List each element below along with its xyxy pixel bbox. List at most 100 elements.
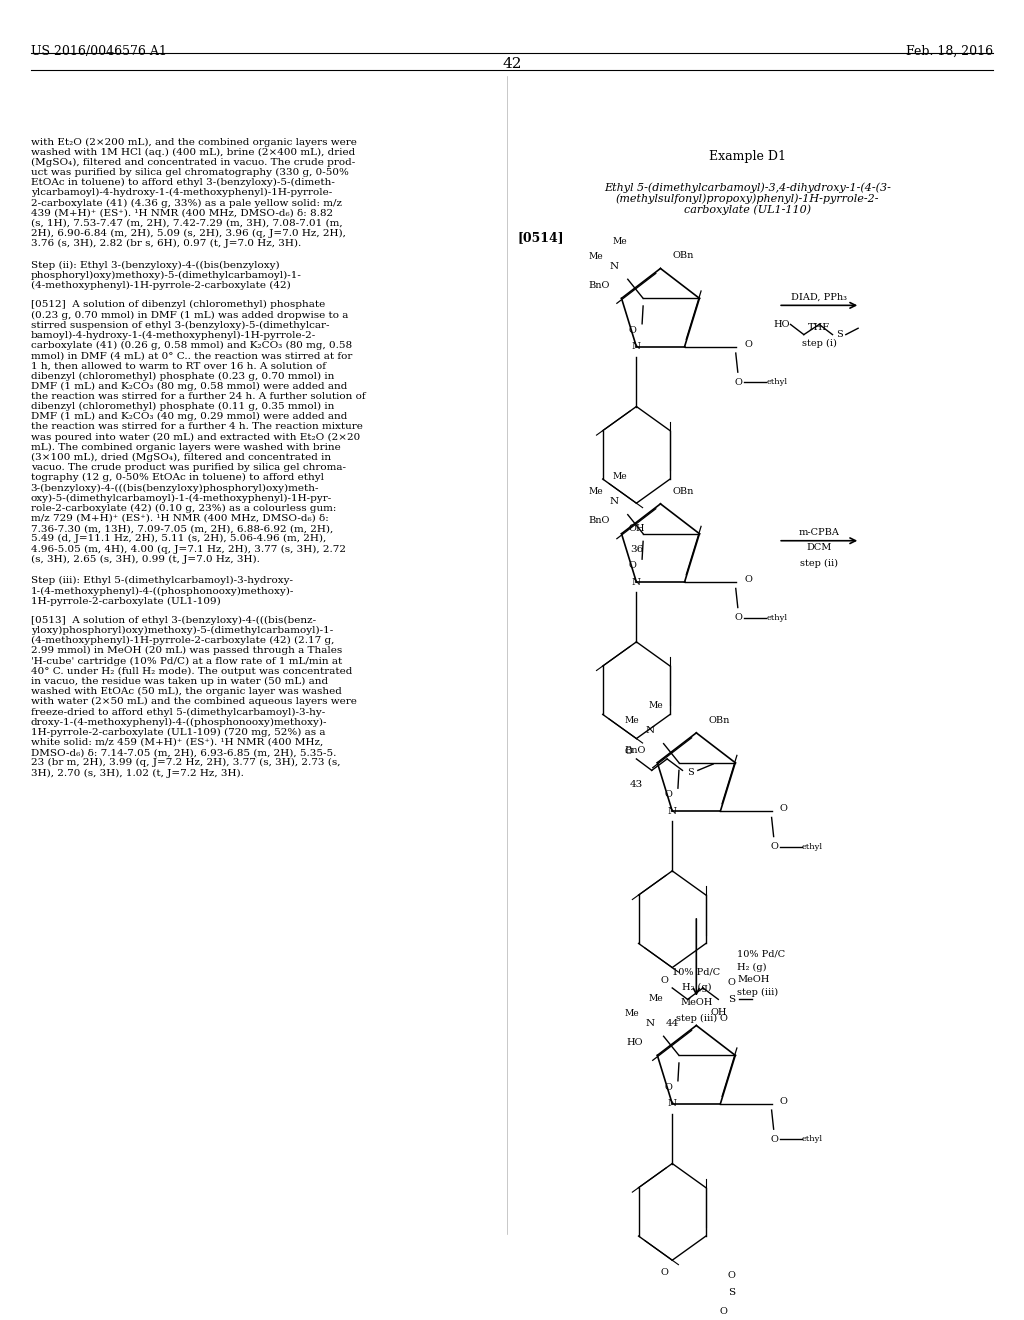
Text: O: O	[771, 842, 778, 851]
Text: N: N	[610, 498, 618, 507]
Text: ethyl: ethyl	[802, 1135, 823, 1143]
Text: O: O	[735, 378, 742, 387]
Text: N: N	[668, 1100, 677, 1109]
Text: DMSO-d₆) δ: 7.14-7.05 (m, 2H), 6.93-6.85 (m, 2H), 5.35-5.: DMSO-d₆) δ: 7.14-7.05 (m, 2H), 6.93-6.85…	[31, 748, 336, 758]
Text: O: O	[625, 747, 632, 756]
Text: O: O	[720, 1307, 727, 1316]
Text: ethyl: ethyl	[766, 614, 787, 622]
Text: step (iii): step (iii)	[737, 987, 778, 997]
Text: HO: HO	[773, 319, 790, 329]
Text: Me: Me	[612, 473, 627, 480]
Text: 7.36-7.30 (m, 13H), 7.09-7.05 (m, 2H), 6.88-6.92 (m, 2H),: 7.36-7.30 (m, 13H), 7.09-7.05 (m, 2H), 6…	[31, 524, 333, 533]
Text: stirred suspension of ethyl 3-(benzyloxy)-5-(dimethylcar-: stirred suspension of ethyl 3-(benzyloxy…	[31, 321, 330, 330]
Text: S: S	[728, 995, 735, 1005]
Text: O: O	[728, 1271, 735, 1280]
Text: BnO: BnO	[625, 746, 645, 755]
Text: HO: HO	[627, 1038, 643, 1047]
Text: 439 (M+H)⁺ (ES⁺). ¹H NMR (400 MHz, DMSO-d₆) δ: 8.82: 439 (M+H)⁺ (ES⁺). ¹H NMR (400 MHz, DMSO-…	[31, 209, 333, 218]
Text: O: O	[665, 791, 673, 799]
Text: N: N	[668, 807, 677, 816]
Text: OBn: OBn	[673, 487, 693, 495]
Text: (methylsulfonyl)propoxy)phenyl)-1H-pyrrole-2-: (methylsulfonyl)propoxy)phenyl)-1H-pyrro…	[615, 194, 880, 205]
Text: US 2016/0046576 A1: US 2016/0046576 A1	[31, 45, 167, 58]
Text: with water (2×50 mL) and the combined aqueous layers were: with water (2×50 mL) and the combined aq…	[31, 697, 356, 706]
Text: m/z 729 (M+H)⁺ (ES⁺). ¹H NMR (400 MHz, DMSO-d₆) δ:: m/z 729 (M+H)⁺ (ES⁺). ¹H NMR (400 MHz, D…	[31, 513, 329, 523]
Text: dibenzyl (chloromethyl) phosphate (0.11 g, 0.35 mmol) in: dibenzyl (chloromethyl) phosphate (0.11 …	[31, 403, 334, 411]
Text: BnO: BnO	[589, 516, 609, 525]
Text: 3-(benzyloxy)-4-(((bis(benzyloxy)phosphoryl)oxy)meth-: 3-(benzyloxy)-4-(((bis(benzyloxy)phospho…	[31, 483, 319, 492]
Text: S: S	[687, 768, 694, 777]
Text: 3H), 2.70 (s, 3H), 1.02 (t, J=7.2 Hz, 3H).: 3H), 2.70 (s, 3H), 1.02 (t, J=7.2 Hz, 3H…	[31, 768, 244, 777]
Text: 1 h, then allowed to warm to RT over 16 h. A solution of: 1 h, then allowed to warm to RT over 16 …	[31, 362, 326, 371]
Text: ethyl: ethyl	[802, 842, 823, 850]
Text: 42: 42	[502, 57, 522, 71]
Text: Me: Me	[589, 487, 603, 496]
Text: Ethyl 5-(dimethylcarbamoyl)-3,4-dihydroxy-1-(4-(3-: Ethyl 5-(dimethylcarbamoyl)-3,4-dihydrox…	[604, 182, 891, 193]
Text: Me: Me	[612, 236, 627, 246]
Text: freeze-dried to afford ethyl 5-(dimethylcarbamoyl)-3-hy-: freeze-dried to afford ethyl 5-(dimethyl…	[31, 708, 325, 717]
Text: (4-methoxyphenyl)-1H-pyrrole-2-carboxylate (42): (4-methoxyphenyl)-1H-pyrrole-2-carboxyla…	[31, 281, 291, 290]
Text: MeOH: MeOH	[680, 998, 713, 1007]
Text: 1H-pyrrole-2-carboxylate (UL1-109): 1H-pyrrole-2-carboxylate (UL1-109)	[31, 597, 220, 606]
Text: uct was purified by silica gel chromatography (330 g, 0-50%: uct was purified by silica gel chromatog…	[31, 168, 348, 177]
Text: DCM: DCM	[807, 544, 831, 552]
Text: N: N	[646, 1019, 654, 1028]
Text: the reaction was stirred for a further 4 h. The reaction mixture: the reaction was stirred for a further 4…	[31, 422, 362, 432]
Text: O: O	[629, 561, 637, 570]
Text: 36: 36	[630, 545, 643, 553]
Text: OH: OH	[628, 524, 645, 533]
Text: 2-carboxylate (41) (4.36 g, 33%) as a pale yellow solid: m/z: 2-carboxylate (41) (4.36 g, 33%) as a pa…	[31, 198, 342, 207]
Text: Me: Me	[625, 717, 639, 725]
Text: m-CPBA: m-CPBA	[799, 528, 840, 537]
Text: tography (12 g, 0-50% EtOAc in toluene) to afford ethyl: tography (12 g, 0-50% EtOAc in toluene) …	[31, 474, 324, 482]
Text: step (iii): step (iii)	[676, 1014, 717, 1023]
Text: phosphoryl)oxy)methoxy)-5-(dimethylcarbamoyl)-1-: phosphoryl)oxy)methoxy)-5-(dimethylcarba…	[31, 271, 302, 280]
Text: O: O	[629, 326, 637, 335]
Text: Step (iii): Ethyl 5-(dimethylcarbamoyl)-3-hydroxy-: Step (iii): Ethyl 5-(dimethylcarbamoyl)-…	[31, 577, 293, 586]
Text: the reaction was stirred for a further 24 h. A further solution of: the reaction was stirred for a further 2…	[31, 392, 366, 401]
Text: O: O	[744, 339, 752, 348]
Text: ethyl: ethyl	[766, 379, 787, 387]
Text: Feb. 18, 2016: Feb. 18, 2016	[906, 45, 993, 58]
Text: O: O	[735, 614, 742, 622]
Text: yloxy)phosphoryl)oxy)methoxy)-5-(dimethylcarbamoyl)-1-: yloxy)phosphoryl)oxy)methoxy)-5-(dimethy…	[31, 626, 333, 635]
Text: DMF (1 mL) and K₂CO₃ (80 mg, 0.58 mmol) were added and: DMF (1 mL) and K₂CO₃ (80 mg, 0.58 mmol) …	[31, 381, 347, 391]
Text: washed with EtOAc (50 mL), the organic layer was washed: washed with EtOAc (50 mL), the organic l…	[31, 686, 342, 696]
Text: 2H), 6.90-6.84 (m, 2H), 5.09 (s, 2H), 3.96 (q, J=7.0 Hz, 2H),: 2H), 6.90-6.84 (m, 2H), 5.09 (s, 2H), 3.…	[31, 228, 345, 238]
Text: oxy)-5-(dimethylcarbamoyl)-1-(4-methoxyphenyl)-1H-pyr-: oxy)-5-(dimethylcarbamoyl)-1-(4-methoxyp…	[31, 494, 332, 503]
Text: 43: 43	[630, 780, 643, 789]
Text: white solid: m/z 459 (M+H)⁺ (ES⁺). ¹H NMR (400 MHz,: white solid: m/z 459 (M+H)⁺ (ES⁺). ¹H NM…	[31, 738, 323, 747]
Text: (s, 1H), 7.53-7.47 (m, 2H), 7.42-7.29 (m, 3H), 7.08-7.01 (m,: (s, 1H), 7.53-7.47 (m, 2H), 7.42-7.29 (m…	[31, 219, 342, 228]
Text: 23 (br m, 2H), 3.99 (q, J=7.2 Hz, 2H), 3.77 (s, 3H), 2.73 (s,: 23 (br m, 2H), 3.99 (q, J=7.2 Hz, 2H), 3…	[31, 758, 340, 767]
Text: N: N	[632, 578, 641, 586]
Text: carboxylate (UL1-110): carboxylate (UL1-110)	[684, 205, 811, 215]
Text: carboxylate (41) (0.26 g, 0.58 mmol) and K₂CO₃ (80 mg, 0.58: carboxylate (41) (0.26 g, 0.58 mmol) and…	[31, 341, 352, 350]
Text: 4.96-5.05 (m, 4H), 4.00 (q, J=7.1 Hz, 2H), 3.77 (s, 3H), 2.72: 4.96-5.05 (m, 4H), 4.00 (q, J=7.1 Hz, 2H…	[31, 545, 346, 553]
Text: DIAD, PPh₃: DIAD, PPh₃	[792, 293, 847, 302]
Text: mmol) in DMF (4 mL) at 0° C.. the reaction was stirred at for: mmol) in DMF (4 mL) at 0° C.. the reacti…	[31, 351, 352, 360]
Text: O: O	[660, 975, 668, 985]
Text: with Et₂O (2×200 mL), and the combined organic layers were: with Et₂O (2×200 mL), and the combined o…	[31, 137, 356, 147]
Text: H₂ (g): H₂ (g)	[737, 962, 767, 972]
Text: role-2-carboxylate (42) (0.10 g, 23%) as a colourless gum:: role-2-carboxylate (42) (0.10 g, 23%) as…	[31, 504, 336, 513]
Text: (0.23 g, 0.70 mmol) in DMF (1 mL) was added dropwise to a: (0.23 g, 0.70 mmol) in DMF (1 mL) was ad…	[31, 310, 348, 319]
Text: step (i): step (i)	[802, 338, 837, 347]
Text: S: S	[837, 330, 843, 339]
Text: step (ii): step (ii)	[800, 558, 839, 568]
Text: (3×100 mL), dried (MgSO₄), filtered and concentrated in: (3×100 mL), dried (MgSO₄), filtered and …	[31, 453, 331, 462]
Text: (MgSO₄), filtered and concentrated in vacuo. The crude prod-: (MgSO₄), filtered and concentrated in va…	[31, 158, 355, 166]
Text: ylcarbamoyl)-4-hydroxy-1-(4-methoxyphenyl)-1H-pyrrole-: ylcarbamoyl)-4-hydroxy-1-(4-methoxypheny…	[31, 189, 332, 198]
Text: 40° C. under H₂ (full H₂ mode). The output was concentrated: 40° C. under H₂ (full H₂ mode). The outp…	[31, 667, 352, 676]
Text: dibenzyl (chloromethyl) phosphate (0.23 g, 0.70 mmol) in: dibenzyl (chloromethyl) phosphate (0.23 …	[31, 371, 334, 380]
Text: washed with 1M HCl (aq.) (400 mL), brine (2×400 mL), dried: washed with 1M HCl (aq.) (400 mL), brine…	[31, 148, 355, 157]
Text: Example D1: Example D1	[709, 150, 786, 164]
Text: BnO: BnO	[589, 281, 609, 290]
Text: (4-methoxyphenyl)-1H-pyrrole-2-carboxylate (42) (2.17 g,: (4-methoxyphenyl)-1H-pyrrole-2-carboxyla…	[31, 636, 334, 645]
Text: Me: Me	[648, 701, 663, 710]
Text: THF: THF	[808, 323, 830, 333]
Text: O: O	[665, 1082, 673, 1092]
Text: O: O	[780, 804, 787, 813]
Text: N: N	[632, 342, 641, 351]
Text: in vacuo, the residue was taken up in water (50 mL) and: in vacuo, the residue was taken up in wa…	[31, 677, 328, 686]
Text: H₂ (g): H₂ (g)	[682, 983, 711, 991]
